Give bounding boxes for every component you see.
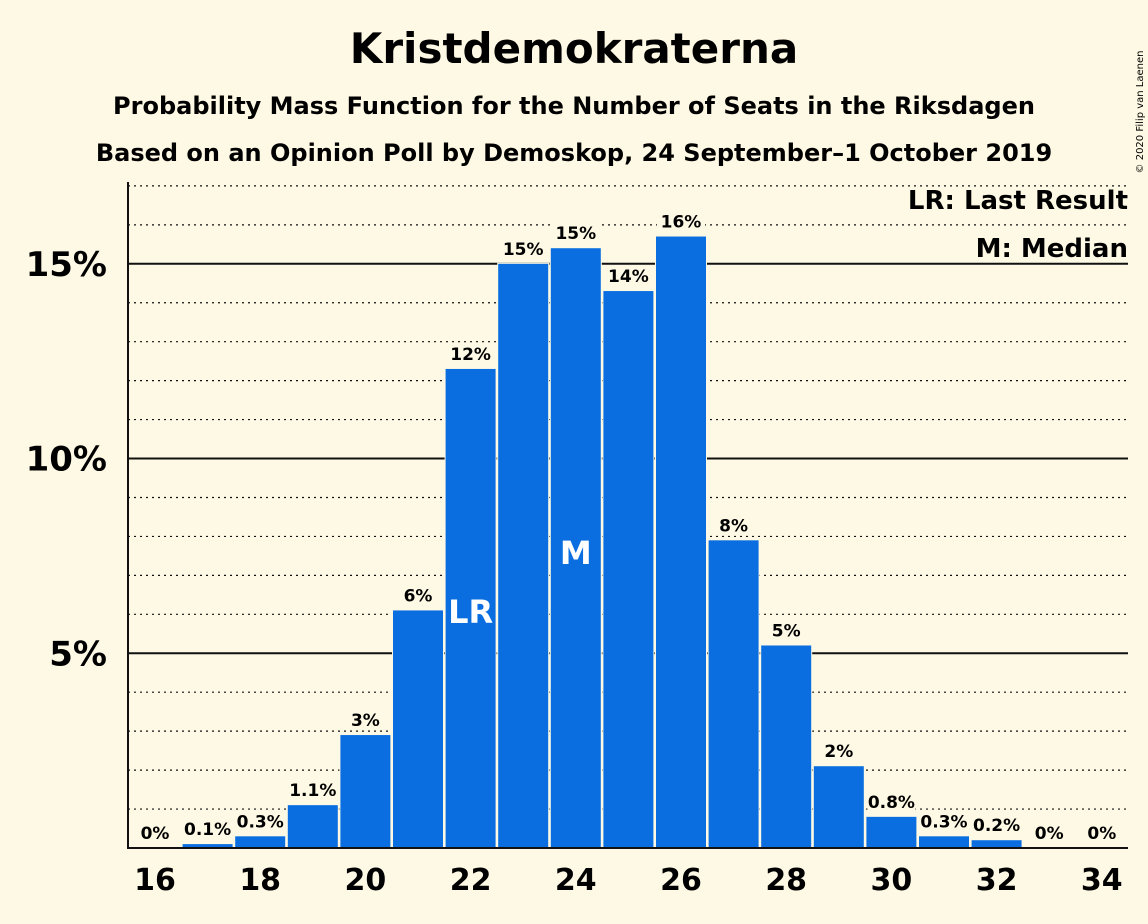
bar <box>919 836 969 848</box>
median-marker: M <box>560 534 592 572</box>
x-tick-label: 28 <box>765 863 807 898</box>
data-label: 15% <box>503 240 544 260</box>
y-tick-label: 5% <box>49 634 107 674</box>
data-label: 8% <box>719 516 748 536</box>
data-labels: 0% 0.1% 0.3%1.1%3%6%12%15%15%14%16%8%5%2%0… <box>131 211 1126 844</box>
bars <box>181 235 1023 849</box>
bar <box>287 805 338 848</box>
last-result-marker: LR <box>448 593 493 631</box>
data-label: 0.3% <box>237 812 284 832</box>
bar <box>813 766 864 848</box>
data-label-bg <box>236 811 285 832</box>
bar <box>182 844 233 848</box>
data-label: 3% <box>351 711 380 731</box>
data-label: 0.8% <box>868 793 915 813</box>
bar <box>603 291 654 849</box>
bar <box>340 735 391 848</box>
data-label-bg <box>604 266 653 287</box>
bar <box>761 645 812 848</box>
data-label-bg <box>920 811 968 832</box>
data-label: 15% <box>555 224 596 244</box>
bar <box>656 236 706 849</box>
data-label: 16% <box>661 213 702 233</box>
x-tick-label: 18 <box>239 863 281 898</box>
x-tick-label: 34 <box>1081 863 1123 898</box>
data-label-bg <box>1025 823 1074 843</box>
data-label-bg <box>288 780 337 801</box>
legend-median: M: Median <box>976 234 1128 264</box>
data-label: 12% <box>450 345 491 365</box>
bar <box>498 263 549 849</box>
data-label-bg <box>131 823 179 843</box>
y-tick-label: 10% <box>26 440 107 480</box>
x-tick-label: 30 <box>871 863 913 898</box>
data-label: 0% <box>1087 824 1116 844</box>
data-label: 0.3% <box>920 812 967 832</box>
data-label-bg <box>341 710 390 731</box>
x-tick-label: 22 <box>450 863 492 898</box>
chart-source: Based on an Opinion Poll by Demoskop, 24… <box>96 139 1052 167</box>
data-label-bg <box>762 620 811 641</box>
copyright: © 2020 Filip van Laenen <box>1135 51 1146 174</box>
x-tick-label: 16 <box>134 863 176 898</box>
bar <box>393 610 443 848</box>
data-label-bg <box>867 791 916 812</box>
data-label: 1.1% <box>289 781 336 801</box>
chart-subtitle: Probability Mass Function for the Number… <box>113 92 1035 120</box>
data-label-bg <box>499 238 548 259</box>
data-label-bg <box>551 223 600 244</box>
y-tick-label: 15% <box>26 245 107 285</box>
data-label: 14% <box>608 267 649 287</box>
bar <box>866 816 917 848</box>
bar <box>445 368 496 848</box>
bar <box>708 540 759 848</box>
bar <box>971 840 1022 848</box>
data-label-bg <box>709 515 758 536</box>
data-label: 0% <box>1035 824 1064 844</box>
data-label: 0.1% <box>184 820 231 840</box>
data-label: 5% <box>772 621 801 641</box>
data-label-bg <box>972 815 1021 836</box>
x-tick-label: 24 <box>555 863 597 898</box>
data-label-bg <box>814 741 863 762</box>
legend-last-result: LR: Last Result <box>908 186 1128 216</box>
x-tick-label: 32 <box>976 863 1018 898</box>
data-label-bg <box>446 343 495 364</box>
data-label: 0.2% <box>973 816 1020 836</box>
bar <box>550 248 601 849</box>
data-label-bg <box>657 211 705 232</box>
data-label: 2% <box>824 742 853 762</box>
data-label-bg <box>1077 823 1126 843</box>
data-label-bg <box>183 819 232 840</box>
data-label: 6% <box>404 586 433 606</box>
chart-title: Kristdemokraterna <box>350 24 798 73</box>
data-label-bg <box>394 585 442 606</box>
data-label: 0% <box>141 824 170 844</box>
bar <box>235 836 286 848</box>
x-tick-label: 20 <box>345 863 387 898</box>
x-tick-label: 26 <box>660 863 702 898</box>
axes: 5% 10% 15% 16 18 20 22 24 26 28 30 32 34 <box>26 182 1128 898</box>
